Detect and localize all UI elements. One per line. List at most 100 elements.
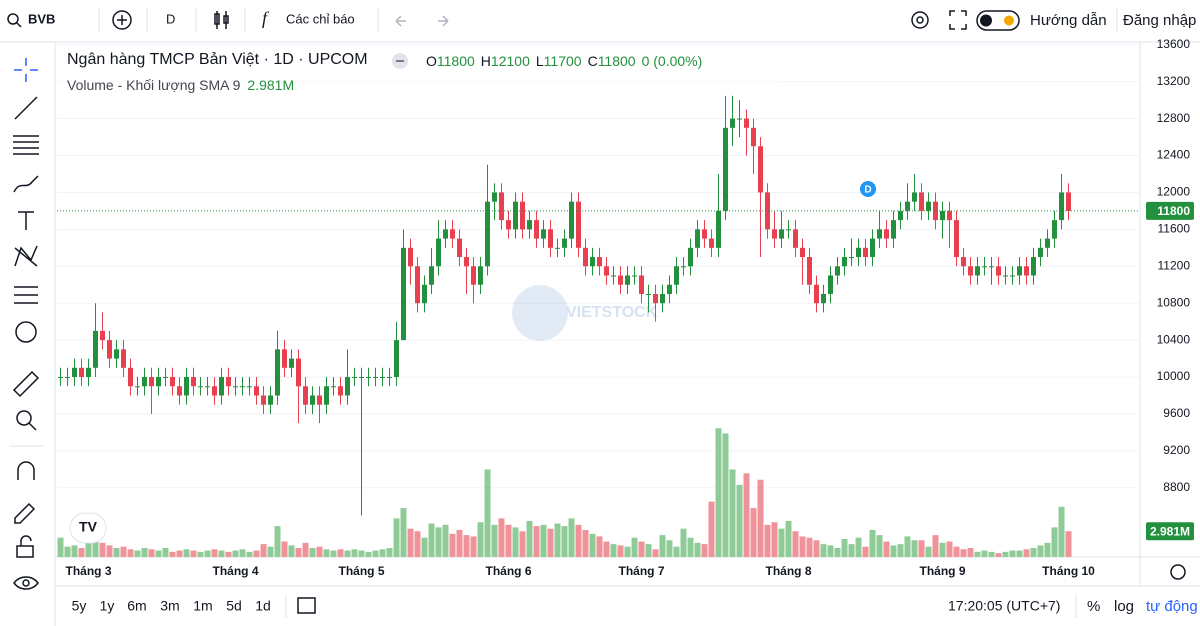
volume-bar: [778, 528, 785, 557]
volume-bar: [190, 550, 197, 557]
add-icon[interactable]: [112, 10, 132, 30]
volume-bar: [603, 541, 610, 557]
indicators-button[interactable]: Các chỉ báo: [286, 11, 355, 26]
event-marker[interactable]: [860, 181, 876, 197]
volume-bar: [813, 540, 820, 557]
tv-logo[interactable]: [69, 512, 107, 544]
y-tick-label: 11200: [1158, 258, 1191, 272]
volume-bar: [155, 550, 162, 557]
candle-body: [275, 349, 280, 396]
candle-body: [471, 266, 476, 285]
candle-body: [177, 386, 182, 396]
volume-bar: [638, 541, 645, 557]
candle-body: [744, 118, 749, 128]
volume-bar: [1016, 550, 1023, 557]
crosshair-tool[interactable]: [14, 58, 38, 82]
pattern-tool[interactable]: [14, 245, 38, 267]
candle-body: [415, 266, 420, 304]
volume-bar: [1065, 531, 1072, 557]
volume-bar: [631, 537, 638, 557]
volume-bar: [260, 544, 267, 557]
fullscreen-icon[interactable]: [949, 10, 967, 30]
candle-body: [310, 395, 315, 405]
volume-bar: [995, 553, 1002, 557]
symbol[interactable]: BVB: [28, 11, 55, 26]
line-tool[interactable]: [14, 96, 38, 120]
emoji-tool[interactable]: [15, 321, 37, 343]
candle-body: [240, 386, 245, 388]
calendar-icon[interactable]: [297, 597, 316, 614]
auto-toggle[interactable]: tự động: [1146, 598, 1198, 615]
candle-body: [436, 238, 441, 267]
candle-body: [863, 247, 868, 258]
range-button[interactable]: 6m: [127, 598, 146, 614]
magnet-tool[interactable]: [17, 461, 35, 480]
legend-low: 11700: [544, 53, 582, 69]
settings-icon[interactable]: [911, 11, 929, 29]
fib-tool[interactable]: [13, 135, 39, 155]
range-button[interactable]: 5d: [226, 598, 242, 614]
volume-bar: [771, 522, 778, 557]
volume-bar: [953, 546, 960, 557]
volume-bar: [589, 533, 596, 557]
prediction-tool[interactable]: [14, 286, 38, 304]
range-button[interactable]: 1d: [255, 598, 271, 614]
login-button[interactable]: Đăng nhập: [1123, 12, 1196, 29]
candle-body: [184, 377, 189, 396]
interval[interactable]: D: [166, 11, 175, 26]
volume-bar: [393, 518, 400, 557]
candle-body: [380, 377, 385, 379]
candle-body: [170, 377, 175, 387]
redo-icon[interactable]: [438, 15, 449, 27]
candle-body: [709, 238, 714, 248]
undo-icon[interactable]: [395, 15, 406, 27]
zoom-tool[interactable]: [16, 410, 32, 426]
volume-bar: [491, 524, 498, 557]
percent-toggle[interactable]: %: [1087, 598, 1100, 615]
volume-bar: [463, 535, 470, 557]
candle-body: [730, 118, 735, 128]
candle-body: [779, 229, 784, 239]
candle-body: [233, 386, 238, 388]
volume-bar: [652, 549, 659, 557]
y-tick-label: 9600: [1163, 406, 1190, 420]
volume-bar: [71, 545, 78, 557]
chart-type-icon[interactable]: [214, 11, 229, 29]
volume-bar: [456, 529, 463, 557]
volume-bar: [295, 547, 302, 557]
range-button[interactable]: 3m: [160, 598, 179, 614]
visibility-tool[interactable]: [13, 576, 39, 590]
candle-body: [352, 377, 357, 379]
text-tool[interactable]: [18, 211, 34, 230]
lock-draw-tool[interactable]: [14, 502, 36, 524]
candle-body: [114, 349, 119, 359]
volume-bar: [1002, 551, 1009, 557]
y-tick-label: 12000: [1157, 185, 1191, 199]
candle-body: [842, 257, 847, 267]
volume-bar: [904, 536, 911, 557]
volume-bar: [211, 549, 218, 557]
range-button[interactable]: 1y: [100, 598, 115, 614]
candle-body: [359, 377, 364, 379]
range-button[interactable]: 1m: [193, 598, 212, 614]
y-tick-label: 13200: [1157, 74, 1191, 88]
guide-button[interactable]: Hướng dẫn: [1030, 12, 1107, 29]
log-toggle[interactable]: log: [1114, 598, 1134, 615]
time-axis-settings[interactable]: [1170, 564, 1186, 580]
lock-tool[interactable]: [16, 545, 34, 558]
brush-tool[interactable]: [13, 175, 39, 193]
candle-body: [625, 275, 630, 285]
volume-bar: [239, 549, 246, 557]
volume-bar: [113, 547, 120, 557]
candle-body: [1031, 257, 1036, 276]
search-icon[interactable]: [7, 13, 19, 25]
candle-body: [786, 229, 791, 231]
fx-icon[interactable]: f: [262, 8, 270, 28]
measure-tool[interactable]: [12, 370, 40, 398]
volume-bar: [484, 469, 491, 557]
range-button[interactable]: 5y: [72, 598, 87, 614]
candle-body: [660, 293, 665, 304]
volume-bar: [680, 528, 687, 557]
x-tick-label: Tháng 8: [765, 564, 811, 578]
volume-bar: [477, 522, 484, 557]
